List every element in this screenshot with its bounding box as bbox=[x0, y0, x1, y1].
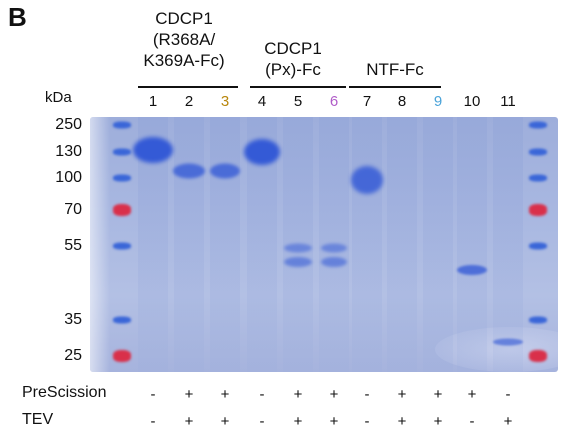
condition-prescission-lane-4: - bbox=[259, 386, 265, 403]
lane-label-4: 4 bbox=[257, 93, 267, 110]
group-underline-cdcp1-px bbox=[250, 86, 346, 88]
condition-tev-lane-6: + bbox=[329, 413, 339, 430]
left-ladder-band-100 bbox=[113, 174, 131, 182]
band-lane-10 bbox=[457, 265, 487, 275]
right-ladder-band-130 bbox=[529, 148, 547, 156]
gel-lane-10 bbox=[457, 117, 487, 372]
band-lane-11 bbox=[493, 338, 523, 346]
marker-label-250: 250 bbox=[55, 116, 82, 133]
condition-prescission-lane-10: + bbox=[467, 386, 477, 403]
condition-label-prescission: PreScission bbox=[22, 384, 107, 401]
band-lane-6-upper bbox=[321, 243, 347, 253]
gel-lane-3 bbox=[210, 117, 240, 372]
band-lane-7 bbox=[351, 166, 383, 194]
condition-prescission-lane-1: - bbox=[150, 386, 156, 403]
condition-prescission-lane-5: + bbox=[293, 386, 303, 403]
right-ladder-band-70 bbox=[529, 204, 547, 216]
condition-prescission-lane-6: + bbox=[329, 386, 339, 403]
lane-label-11: 11 bbox=[500, 93, 516, 110]
group-label-ntf-fc: NTF-Fc bbox=[366, 60, 424, 79]
kda-axis-title: kDa bbox=[45, 89, 72, 106]
gel-lane-8 bbox=[387, 117, 417, 372]
condition-tev-lane-7: - bbox=[364, 413, 370, 430]
left-ladder-band-35 bbox=[113, 316, 131, 324]
band-lane-4 bbox=[244, 139, 280, 165]
condition-tev-lane-1: - bbox=[150, 413, 156, 430]
right-ladder-band-250 bbox=[529, 121, 547, 129]
marker-label-100: 100 bbox=[55, 169, 82, 186]
lane-label-6: 6 bbox=[329, 93, 339, 110]
lane-label-5: 5 bbox=[293, 93, 303, 110]
group-label-cdcp1-px: CDCP1 (Px)-Fc bbox=[264, 39, 322, 79]
condition-tev-lane-9: + bbox=[433, 413, 443, 430]
condition-tev-lane-4: - bbox=[259, 413, 265, 430]
condition-label-tev: TEV bbox=[22, 411, 54, 428]
gel-smudge bbox=[435, 327, 558, 372]
condition-tev-lane-3: + bbox=[220, 413, 230, 430]
gel-lane-7 bbox=[352, 117, 382, 372]
group-underline-cdcp1-mutant bbox=[138, 86, 238, 88]
condition-prescission-lane-9: + bbox=[433, 386, 443, 403]
lane-label-3: 3 bbox=[220, 93, 230, 110]
marker-label-35: 35 bbox=[64, 311, 82, 328]
right-ladder-band-55 bbox=[529, 242, 547, 250]
group-label-cdcp1-mutant: CDCP1 (R368A/ K369A-Fc) bbox=[143, 9, 225, 70]
condition-prescission-lane-11: - bbox=[505, 386, 511, 403]
marker-label-130: 130 bbox=[55, 143, 82, 160]
gel-lane-11 bbox=[493, 117, 523, 372]
left-ladder-band-70 bbox=[113, 204, 131, 216]
band-lane-3 bbox=[210, 163, 240, 179]
condition-tev-lane-8: + bbox=[397, 413, 407, 430]
marker-label-55: 55 bbox=[64, 237, 82, 254]
lane-label-2: 2 bbox=[184, 93, 194, 110]
lane-label-10: 10 bbox=[463, 93, 481, 110]
condition-tev-lane-5: + bbox=[293, 413, 303, 430]
condition-tev-lane-10: - bbox=[469, 413, 475, 430]
panel-letter: B bbox=[8, 2, 27, 32]
marker-label-70: 70 bbox=[64, 201, 82, 218]
right-ladder-band-35 bbox=[529, 316, 547, 324]
lane-label-7: 7 bbox=[362, 93, 372, 110]
left-ladder-band-250 bbox=[113, 121, 131, 129]
gel-image bbox=[90, 117, 558, 372]
group-underline-ntf-fc bbox=[349, 86, 441, 88]
left-ladder-band-130 bbox=[113, 148, 131, 156]
band-lane-2 bbox=[173, 163, 205, 179]
lane-label-1: 1 bbox=[148, 93, 158, 110]
marker-label-25: 25 bbox=[64, 347, 82, 364]
condition-prescission-lane-2: + bbox=[184, 386, 194, 403]
gel-lane-9 bbox=[423, 117, 453, 372]
right-ladder-band-100 bbox=[529, 174, 547, 182]
band-lane-5-upper bbox=[284, 243, 312, 253]
lane-label-8: 8 bbox=[397, 93, 407, 110]
gel-lane-2 bbox=[174, 117, 204, 372]
left-ladder-band-25 bbox=[113, 350, 131, 362]
band-lane-1 bbox=[133, 137, 173, 163]
condition-tev-lane-11: + bbox=[503, 413, 513, 430]
condition-prescission-lane-3: + bbox=[220, 386, 230, 403]
left-ladder-band-55 bbox=[113, 242, 131, 250]
gel-left-edge-highlight bbox=[90, 117, 110, 372]
lane-label-9: 9 bbox=[433, 93, 443, 110]
condition-prescission-lane-7: - bbox=[364, 386, 370, 403]
condition-tev-lane-2: + bbox=[184, 413, 194, 430]
band-lane-6-lower bbox=[321, 257, 347, 267]
right-ladder-band-25 bbox=[529, 350, 547, 362]
band-lane-5-lower bbox=[284, 257, 312, 267]
condition-prescission-lane-8: + bbox=[397, 386, 407, 403]
